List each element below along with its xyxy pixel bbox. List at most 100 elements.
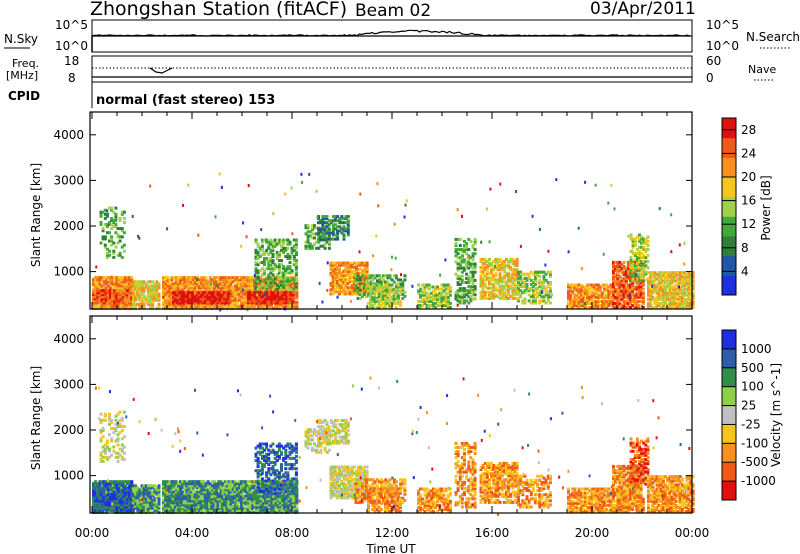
- heatmap-cell: [280, 263, 283, 267]
- heatmap-cell: [581, 306, 585, 309]
- heatmap-cell: [187, 278, 191, 282]
- heatmap-cell: [221, 282, 225, 286]
- heatmap-cell: [352, 273, 356, 277]
- heatmap-cell: [172, 276, 176, 280]
- heatmap-cell: [149, 284, 152, 288]
- colorbar-swatch: [722, 236, 736, 257]
- heatmap-cell: [189, 276, 193, 280]
- heatmap-cell: [191, 284, 195, 288]
- heatmap-cell: [340, 215, 344, 219]
- heatmap-cell: [344, 269, 348, 273]
- heatmap-cell: [614, 291, 618, 295]
- heatmap-cell: [338, 275, 341, 279]
- heatmap-cell: [94, 501, 98, 505]
- heatmap-cell: [458, 289, 462, 293]
- heatmap-cell: [196, 280, 199, 284]
- heatmap-cell: [670, 301, 674, 305]
- heatmap-cell: [434, 285, 437, 289]
- heatmap-cell: [659, 271, 663, 275]
- heatmap-cell: [333, 282, 337, 286]
- heatmap-cell: [338, 292, 341, 296]
- heatmap-cell: [691, 273, 695, 277]
- heatmap-cell: [98, 289, 102, 293]
- heatmap-cell: [235, 302, 239, 306]
- heatmap-cell: [460, 256, 464, 260]
- heatmap-cell: [346, 269, 350, 273]
- heatmap-cell: [473, 287, 477, 291]
- heatmap-cell: [509, 280, 513, 284]
- heatmap-cell: [276, 291, 280, 295]
- heatmap-cell: [286, 282, 290, 286]
- heatmap-cell: [440, 291, 444, 295]
- heatmap-cell: [672, 293, 676, 297]
- heatmap-cell: [110, 237, 114, 241]
- heatmap-cell: [664, 306, 667, 309]
- heatmap-cell: [254, 271, 258, 275]
- heatmap-cell: [247, 184, 250, 187]
- heatmap-cell: [502, 270, 506, 274]
- heatmap-cell: [290, 248, 294, 252]
- heatmap-cell: [274, 293, 278, 297]
- heatmap-cell: [132, 302, 135, 306]
- heatmap-cell: [102, 501, 106, 505]
- heatmap-cell: [153, 284, 157, 288]
- heatmap-cell: [618, 301, 622, 305]
- heatmap-cell: [446, 295, 450, 299]
- heatmap-cell: [162, 280, 165, 284]
- heatmap-cell: [401, 286, 405, 290]
- heatmap-cell: [346, 225, 350, 229]
- heatmap-cell: [287, 301, 291, 305]
- heatmap-cell: [235, 282, 239, 286]
- heatmap-cell: [629, 260, 632, 264]
- heatmap-cell: [306, 240, 310, 244]
- heatmap-cell: [460, 248, 464, 252]
- heatmap-cell: [431, 285, 435, 289]
- heatmap-cell: [481, 288, 485, 292]
- heatmap-cell: [174, 291, 178, 295]
- heatmap-cell: [242, 296, 246, 300]
- heatmap-cell: [221, 286, 225, 290]
- heatmap-cell: [111, 486, 115, 490]
- heatmap-cell: [642, 266, 646, 270]
- heatmap-cell: [252, 306, 256, 310]
- heatmap-cell: [369, 295, 373, 299]
- heatmap-cell: [614, 297, 618, 301]
- heatmap-cell: [336, 231, 340, 235]
- heatmap-cell: [293, 278, 296, 282]
- heatmap-cell: [629, 297, 632, 301]
- heatmap-cell: [375, 274, 379, 278]
- heatmap-cell: [668, 306, 672, 309]
- heatmap-cell: [99, 223, 103, 226]
- heatmap-cell: [517, 281, 520, 284]
- heatmap-cell: [396, 283, 400, 287]
- heatmap-cell: [104, 299, 108, 303]
- heatmap-cell: [548, 287, 552, 291]
- heatmap-cell: [102, 276, 106, 280]
- heatmap-cell: [142, 290, 146, 294]
- heatmap-cell: [203, 293, 207, 297]
- heatmap-cell: [534, 272, 537, 276]
- heatmap-cell: [609, 289, 613, 293]
- heatmap-cell: [255, 295, 259, 299]
- heatmap-cell: [438, 297, 442, 301]
- heatmap-cell: [651, 273, 655, 277]
- heatmap-cell: [151, 296, 155, 300]
- heatmap-cell: [639, 295, 643, 299]
- heatmap-cell: [122, 221, 126, 224]
- heatmap-cell: [119, 284, 123, 288]
- heatmap-cell: [488, 282, 491, 286]
- heatmap-cell: [277, 255, 281, 258]
- heatmap-cell: [575, 285, 579, 289]
- heatmap-cell: [185, 288, 189, 292]
- heatmap-cell: [653, 277, 657, 281]
- heatmap-cell: [96, 501, 100, 505]
- heatmap-cell: [373, 285, 377, 289]
- heatmap-cell: [104, 508, 108, 512]
- heatmap-cell: [212, 301, 216, 305]
- heatmap-cell: [100, 293, 104, 297]
- heatmap-cell: [126, 291, 129, 295]
- heatmap-cell: [670, 291, 674, 295]
- heatmap-cell: [273, 263, 277, 267]
- heatmap-cell: [306, 246, 310, 250]
- heatmap-cell: [265, 267, 269, 271]
